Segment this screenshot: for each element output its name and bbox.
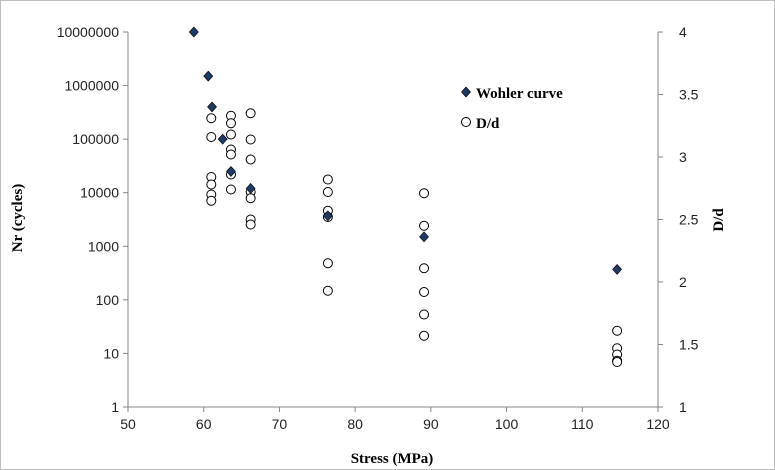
axes [123, 31, 663, 412]
dd-point [245, 108, 256, 119]
dd-point [322, 258, 333, 269]
dd-point [419, 309, 430, 320]
y-tick-labels: 1 10 100 1000 10000 100000 1000000 10000000 [57, 24, 120, 415]
dd-point [419, 287, 430, 297]
wohler-point [612, 263, 623, 275]
dd-point [419, 188, 430, 199]
dd-point [612, 325, 623, 336]
dd-point [245, 193, 256, 204]
dd-point [225, 129, 236, 140]
wohler-point [217, 133, 228, 145]
y2-tick-label: 3.5 [679, 87, 699, 103]
y-tick-label: 1000000 [64, 78, 119, 94]
dd-point [225, 149, 236, 160]
x-tick-label: 100 [495, 416, 519, 432]
legend: Wohler curve D/d [461, 86, 563, 132]
x-tick-label: 110 [571, 416, 594, 432]
y2-axis-title: D/d [711, 208, 727, 232]
x-tick-label: 60 [196, 416, 212, 432]
y2-tick-label: 2.5 [679, 212, 699, 228]
wohler-point [245, 183, 256, 194]
legend-label-wohler: Wohler curve [476, 86, 563, 102]
y2-tick-label: 1 [679, 399, 687, 415]
y-tick-label: 10000000 [57, 24, 120, 40]
wohler-point [207, 101, 217, 113]
y-tick-label: 100 [96, 292, 120, 308]
y-tick-label: 100000 [72, 131, 119, 147]
legend-label-dd: D/d [476, 116, 500, 132]
y2-tick-labels: 1 1.5 2 2.5 3 3.5 4 [679, 24, 699, 415]
dd-point [206, 132, 217, 142]
y2-tick-label: 2 [679, 274, 687, 290]
y-tick-label: 1000 [88, 238, 119, 254]
legend-circle-marker [461, 117, 471, 127]
y2-tick-label: 1.5 [679, 337, 699, 353]
x-tick-label: 120 [646, 416, 670, 432]
y-tick-label: 1 [111, 399, 119, 415]
legend-diamond-marker [461, 86, 471, 98]
dd-point [322, 174, 333, 185]
dd-point [225, 184, 236, 195]
dd-point [419, 330, 430, 341]
data-points [188, 26, 623, 367]
x-tick-label: 70 [272, 416, 288, 432]
x-tick-labels: 50 60 70 80 90 100 110 120 [120, 416, 670, 432]
wohler-point [419, 231, 429, 243]
dd-point [322, 187, 333, 197]
dd-point [245, 134, 256, 145]
wohler-point [226, 165, 236, 177]
y-tick-label: 10000 [80, 185, 119, 201]
dd-point [322, 285, 333, 296]
dd-point [245, 154, 256, 165]
dd-point [419, 263, 430, 274]
dd-point [612, 357, 623, 367]
y2-tick-label: 4 [679, 24, 687, 40]
x-tick-label: 50 [120, 416, 136, 432]
x-tick-label: 80 [347, 416, 363, 432]
x-tick-label: 90 [423, 416, 439, 432]
dd-point [206, 179, 217, 190]
wohler-point [203, 70, 214, 82]
y-axis-title: Nr (cycles) [10, 184, 26, 252]
dd-point [206, 113, 217, 124]
wohler-point [188, 26, 199, 38]
x-axis-title: Stress (MPa) [351, 451, 434, 467]
dd-point [206, 195, 217, 206]
dd-point [419, 220, 430, 231]
y2-tick-label: 3 [679, 149, 687, 165]
wohler-point [322, 210, 333, 222]
y-tick-label: 10 [103, 345, 119, 361]
dd-point [245, 219, 256, 230]
dd-point [225, 118, 236, 129]
